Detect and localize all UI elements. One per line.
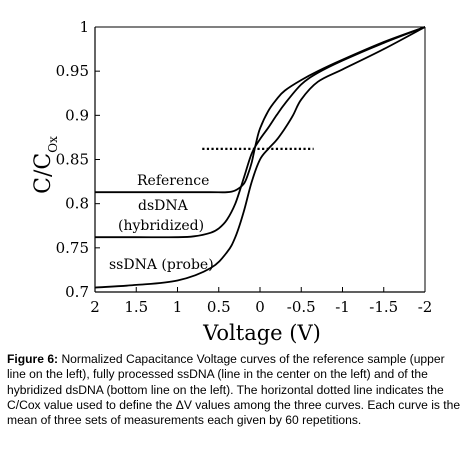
y-tick-label: 1 <box>79 18 89 36</box>
annotation-dsdna: dsDNA <box>138 198 189 214</box>
y-axis-label-main: C/C <box>31 153 56 194</box>
caption-label: Figure 6: <box>7 352 59 366</box>
caption-text: Normalized Capacitance Voltage curves of… <box>7 352 461 428</box>
y-axis-label-sub: Ox <box>46 136 60 153</box>
curve-dsdna <box>95 26 426 239</box>
figure-caption: Figure 6: Normalized Capacitance Voltage… <box>7 352 462 428</box>
annotation-ssdna: ssDNA (probe) <box>109 257 214 273</box>
x-tick-label: -1.5 <box>369 298 398 316</box>
y-tick-label: 0.9 <box>65 106 89 124</box>
y-tick-label: 0.7 <box>65 283 89 301</box>
x-tick-label: 1.5 <box>124 298 148 316</box>
curve-ssdna <box>94 26 426 289</box>
annotation-reference: Reference <box>137 173 209 189</box>
y-axis-label: C/COx <box>31 136 60 194</box>
y-tick-label: 0.75 <box>56 239 89 257</box>
x-tick-label: 0 <box>255 298 265 316</box>
y-tick-label: 0.85 <box>56 151 89 169</box>
curve-reference <box>95 26 426 194</box>
x-tick-label: -2 <box>418 298 433 316</box>
x-tick-label: -1 <box>335 298 350 316</box>
x-tick-label: 2 <box>90 298 100 316</box>
annotation-hybridized: (hybridized) <box>118 218 204 234</box>
x-tick-label: 1 <box>173 298 183 316</box>
x-tick-label: -0.5 <box>287 298 316 316</box>
y-tick-label: 0.8 <box>65 195 89 213</box>
cv-chart: 2 1.5 1 0.5 0 -0.5 -1 -1.5 -2 0.7 0.75 0.8 0.85 0.9 0.… <box>31 18 433 345</box>
x-tick-label: 0.5 <box>207 298 231 316</box>
y-tick-label: 0.95 <box>56 62 89 80</box>
x-axis-label: Voltage (V) <box>202 321 321 345</box>
